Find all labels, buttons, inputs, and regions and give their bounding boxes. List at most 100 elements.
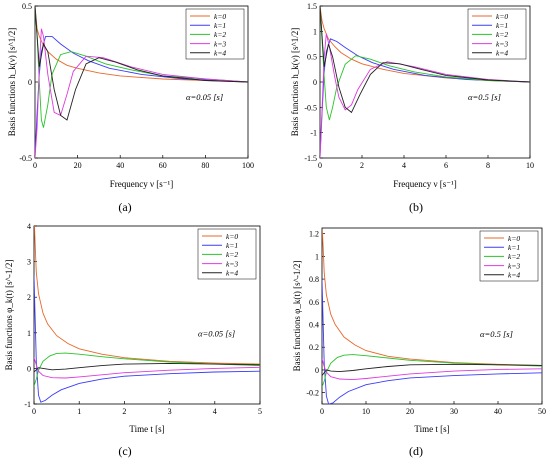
x-tick-label: 2 (360, 161, 364, 170)
series-line-k1 (322, 279, 542, 404)
x-tick-label: 80 (201, 161, 209, 170)
y-axis-label: Basis functions h_k(ν) [s^1/2] (290, 28, 300, 137)
legend-entry: k=2 (496, 30, 508, 39)
legend-entry: k=0 (226, 232, 238, 241)
alpha-annotation: α=0.05 [s] (186, 92, 223, 102)
y-tick-label: 0 (27, 364, 31, 373)
series-line-k2 (35, 6, 248, 128)
y-tick-label: 0.2 (309, 343, 319, 352)
series-line-k4 (35, 6, 248, 121)
plot-frame (33, 225, 261, 405)
y-axis-label: Basis functions φ_k(t) [s^-1/2] (292, 261, 302, 372)
legend-entry: k=1 (496, 21, 508, 30)
y-tick-label: 4 (27, 222, 31, 231)
y-axis-label: Basis functions φ_k(t) [s^-1/2] (4, 260, 14, 371)
x-tick-label: 5 (258, 407, 262, 416)
x-tick-label: 10 (362, 407, 370, 416)
y-tick-label: 0.4 (309, 321, 319, 330)
legend-entry: k=3 (226, 259, 238, 268)
y-tick-label: -0.2 (306, 389, 319, 398)
x-tick-label: 8 (486, 161, 490, 170)
series-line-k2 (320, 6, 530, 121)
x-tick-label: 60 (159, 161, 167, 170)
x-axis-label: Time t [s] (414, 424, 449, 434)
x-tick-label: 20 (406, 407, 414, 416)
x-axis-label: Frequency ν [s⁻¹] (110, 179, 174, 189)
legend: k=0k=1k=2k=3k=4 (467, 8, 527, 60)
legend-entry: k=2 (508, 252, 520, 261)
series-line-k0 (35, 6, 248, 83)
y-tick-label: -1 (24, 400, 31, 409)
x-tick-label: 0 (318, 161, 322, 170)
x-tick-label: 1 (77, 407, 81, 416)
series-line-k3 (35, 28, 248, 158)
y-tick-label: 0.6 (309, 298, 319, 307)
series-line-k4 (320, 6, 530, 114)
legend-entry: k=3 (496, 39, 508, 48)
legend: k=0k=1k=2k=3k=4 (197, 228, 257, 280)
y-tick-label: 0 (315, 366, 319, 375)
y-tick-label: 0.5 (307, 53, 317, 62)
series-line-k3 (34, 357, 260, 379)
legend-entry: k=0 (214, 12, 226, 21)
chart-panel-2: 0 2 4 6 8 10 -1.5 -1 -0.5 0 0.5 1 1.5 Frequency ν [s⁻… (290, 2, 534, 189)
series-line-k3 (320, 33, 530, 158)
plot-frame (321, 227, 543, 405)
legend-entry: k=4 (496, 49, 508, 58)
y-tick-label: -1 (310, 129, 317, 138)
y-tick-label: 0.8 (309, 275, 319, 284)
y-axis-label: Basis functions h_k(ν) [s^1/2] (7, 28, 17, 137)
legend-entry: k=1 (214, 21, 226, 30)
x-tick-label: 40 (494, 407, 502, 416)
legend-entry: k=4 (226, 269, 238, 278)
x-tick-label: 0 (320, 407, 324, 416)
x-tick-label: 40 (116, 161, 124, 170)
legend-entry: k=3 (214, 39, 226, 48)
y-tick-label: 1 (27, 329, 31, 338)
panel-label-b: (b) (409, 200, 423, 214)
y-tick-label: -1.5 (304, 154, 317, 163)
x-tick-label: 20 (74, 161, 82, 170)
panel-label-c: (c) (118, 444, 131, 458)
legend-entry: k=0 (496, 12, 508, 21)
y-tick-label: 1.2 (309, 230, 319, 239)
y-tick-label: -0.5 (304, 103, 317, 112)
legend: k=0k=1k=2k=3k=4 (185, 8, 245, 60)
alpha-annotation: α=0.5 [s] (480, 329, 513, 339)
y-tick-label: 1.5 (307, 2, 317, 11)
legend-entry: k=4 (214, 49, 226, 58)
x-tick-label: 100 (242, 161, 254, 170)
y-tick-label: 0 (313, 78, 317, 87)
panel-label-a: (a) (118, 200, 131, 214)
y-tick-label: 3 (27, 258, 31, 267)
series-line-k2 (322, 354, 542, 388)
y-tick-label: -0.5 (19, 154, 32, 163)
x-tick-label: 10 (526, 161, 534, 170)
series-line-k0 (322, 231, 542, 366)
x-tick-label: 2 (122, 407, 126, 416)
legend-entry: k=1 (508, 243, 520, 252)
legend-entry: k=2 (226, 250, 238, 259)
panel-label-d: (d) (409, 444, 423, 458)
series-line-k4 (34, 362, 260, 373)
legend-entry: k=3 (508, 261, 520, 270)
series-line-k2 (34, 352, 260, 387)
x-tick-label: 0 (33, 161, 37, 170)
x-tick-label: 30 (450, 407, 458, 416)
legend-entry: k=0 (508, 234, 520, 243)
series-line-k3 (322, 358, 542, 381)
legend-entry: k=4 (508, 271, 520, 280)
y-tick-label: 1 (315, 252, 319, 261)
x-axis-label: Time t [s] (129, 424, 164, 434)
y-tick-label: 1 (313, 27, 317, 36)
y-tick-label: 2 (27, 293, 31, 302)
y-tick-label: 0.5 (22, 2, 32, 11)
x-tick-label: 3 (168, 407, 172, 416)
x-tick-label: 4 (213, 407, 217, 416)
x-axis-label: Frequency ν [s⁻¹] (393, 179, 457, 189)
series-line-k1 (34, 275, 260, 403)
